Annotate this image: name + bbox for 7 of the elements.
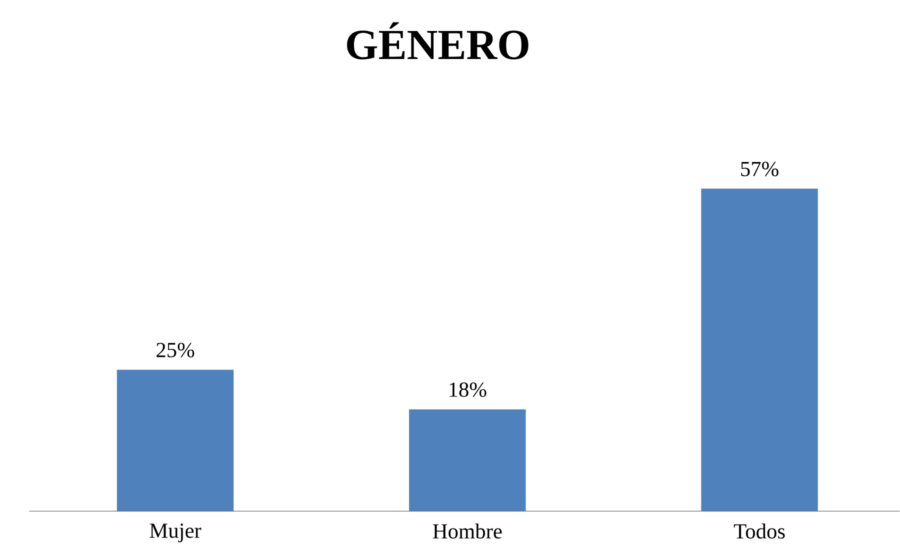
x-tick-label: Todos [734, 524, 785, 539]
chart-title: GÉNERO [347, 22, 528, 60]
x-tick-label: Mujer [150, 524, 202, 542]
data-label: 18% [450, 382, 486, 398]
data-label: 57% [741, 162, 778, 176]
data-label: 25% [156, 343, 194, 358]
x-tick-label: Hombre [432, 524, 502, 539]
